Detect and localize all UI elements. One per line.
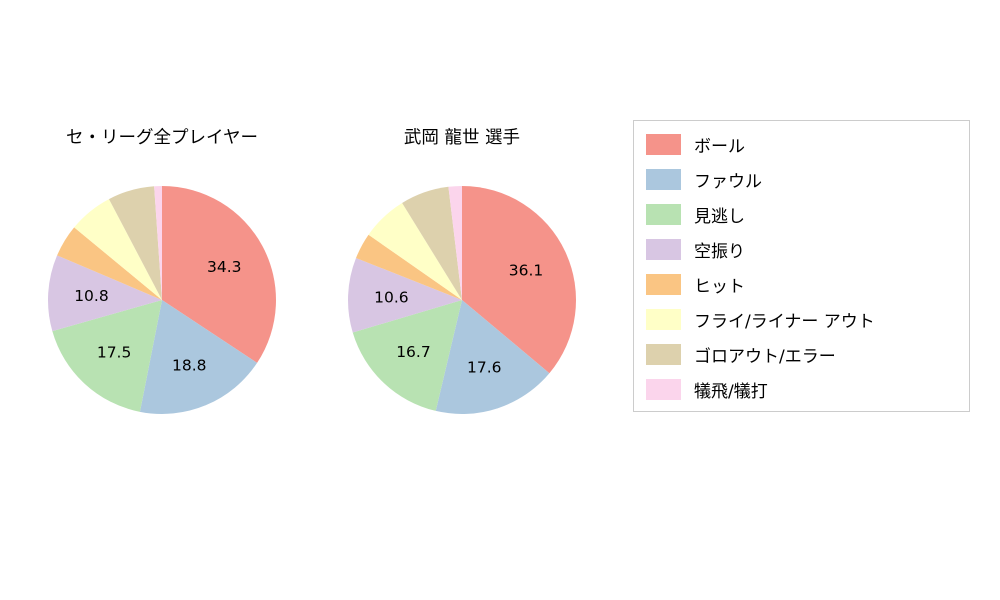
- pie-value-label: 18.8: [172, 357, 207, 375]
- pie-slice: [74, 199, 162, 300]
- pie-slice: [462, 186, 577, 374]
- pie-slice: [154, 186, 162, 300]
- pie-slice: [108, 186, 162, 300]
- legend-label: 見逃し: [694, 207, 745, 227]
- legend-swatch: [646, 379, 681, 400]
- chart-title-player: 武岡 龍世 選手: [403, 128, 521, 148]
- pie-value-label: 34.3: [207, 258, 242, 276]
- pie-slice: [356, 234, 462, 300]
- legend-swatch: [646, 309, 681, 330]
- pie-slice: [402, 186, 462, 300]
- pie-value-label: 16.7: [396, 343, 431, 361]
- legend-label: ゴロアウト/エラー: [694, 347, 836, 367]
- legend-item: 犠飛/犠打: [646, 372, 957, 407]
- pie-value-label: 10.8: [74, 287, 109, 305]
- pie-value-label: 10.6: [374, 288, 409, 306]
- pie-svg-league: 34.3 18.8 17.5 10.8: [47, 186, 276, 414]
- pie-slice: [448, 186, 462, 300]
- legend-swatch: [646, 274, 681, 295]
- pie-value-label: 36.1: [509, 262, 544, 280]
- legend-swatch: [646, 344, 681, 365]
- legend-item: 見逃し: [646, 197, 957, 232]
- legend-item: ゴロアウト/エラー: [646, 337, 957, 372]
- pie-value-label: 17.6: [467, 359, 502, 377]
- legend-swatch: [646, 169, 681, 190]
- legend-item: ヒット: [646, 267, 957, 302]
- pie-chart-player: 武岡 龍世 選手 36.1 17.6 16.7 10.6: [325, 122, 599, 444]
- pie-slice: [435, 300, 550, 414]
- chart-title-league: セ・リーグ全プレイヤー: [66, 128, 258, 148]
- legend-item: ボール: [646, 127, 957, 162]
- legend-label: 空振り: [694, 242, 745, 262]
- legend: ボールファウル見逃し空振りヒットフライ/ライナー アウト ゴロアウト/エラー 犠飛/…: [633, 120, 970, 412]
- legend-label: 犠飛/犠打: [694, 382, 768, 402]
- legend-item: フライ/ライナー アウト: [646, 302, 957, 337]
- legend-label: ヒット: [694, 277, 745, 297]
- pie-value-label: 17.5: [97, 343, 132, 361]
- legend-label: ボール: [694, 137, 745, 157]
- legend-label: ファウル: [694, 172, 762, 192]
- legend-swatch: [646, 239, 681, 260]
- legend-item: ファウル: [646, 162, 957, 197]
- legend-swatch: [646, 204, 681, 225]
- legend-item: 空振り: [646, 232, 957, 267]
- pie-slice: [47, 255, 162, 332]
- pie-chart-league: セ・リーグ全プレイヤー 34.3 18.8 17.5 10.8: [25, 122, 299, 444]
- legend-label: フライ/ライナー アウト: [694, 312, 875, 332]
- pie-slice: [52, 300, 162, 412]
- pie-slice: [352, 300, 462, 411]
- pie-slice: [368, 202, 462, 300]
- pie-slice: [139, 300, 258, 414]
- legend-swatch: [646, 134, 681, 155]
- pie-slice: [162, 186, 276, 363]
- pie-slice: [348, 258, 462, 333]
- pie-svg-player: 36.1 17.6 16.7 10.6: [348, 186, 577, 414]
- pie-slice: [57, 227, 163, 300]
